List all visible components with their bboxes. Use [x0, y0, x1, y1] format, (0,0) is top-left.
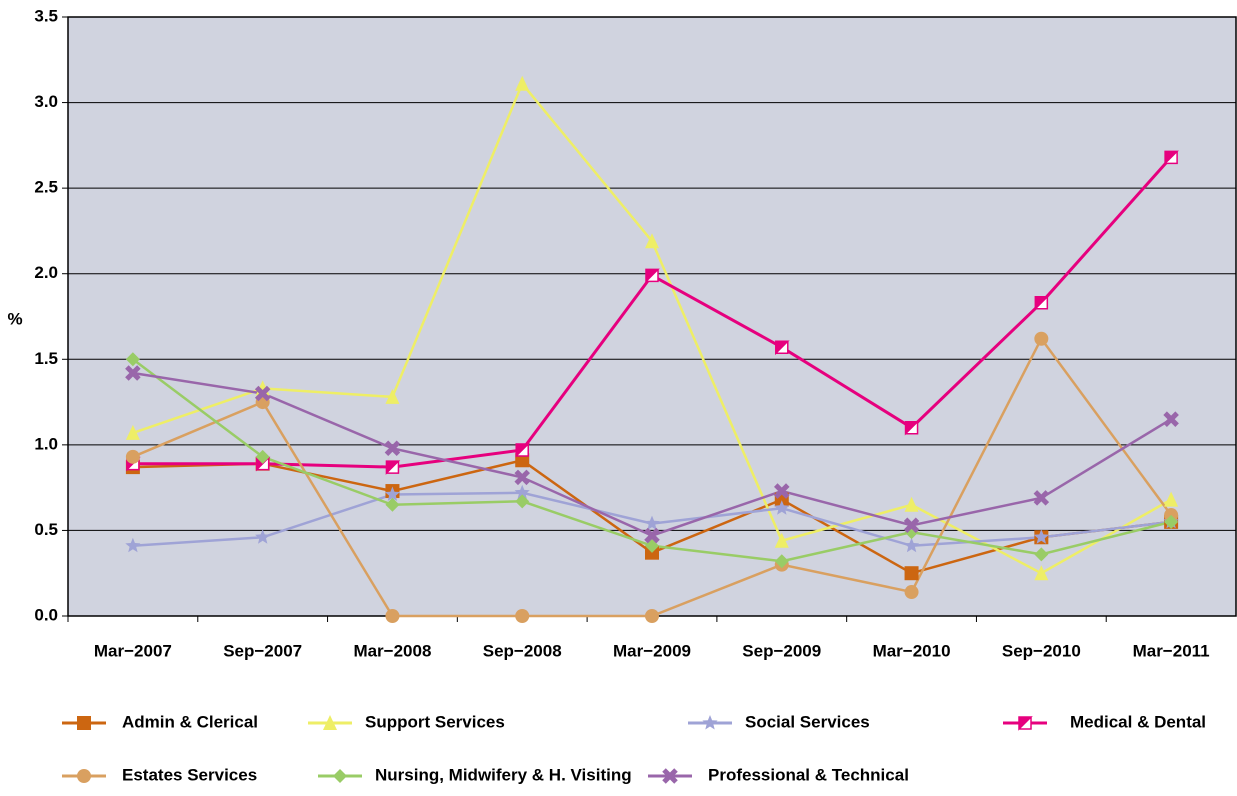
x-tick-label: Mar−2008	[353, 641, 431, 660]
data-point-fill	[516, 443, 529, 456]
data-point-fill	[386, 461, 399, 474]
legend-marker	[323, 715, 337, 730]
data-point	[644, 515, 660, 531]
data-point-fill	[1035, 296, 1048, 309]
data-point	[903, 517, 920, 534]
data-point	[774, 500, 790, 515]
y-tick-label: 2.5	[34, 178, 58, 197]
legend-label: Estates Services	[122, 765, 257, 784]
data-point	[125, 424, 140, 440]
x-tick-label: Mar−2011	[1133, 641, 1210, 660]
legend-marker	[77, 716, 91, 730]
legend-label: Support Services	[365, 712, 505, 731]
y-tick-label: 3.5	[34, 6, 58, 25]
data-point	[1034, 547, 1049, 562]
data-point	[255, 449, 270, 464]
data-point	[774, 532, 789, 548]
legend-marker	[333, 769, 347, 783]
data-point	[514, 484, 530, 500]
data-point	[515, 494, 530, 509]
x-tick-label: Sep−2008	[483, 641, 562, 660]
data-point	[515, 453, 530, 468]
data-point	[385, 609, 400, 623]
legend-marker	[77, 769, 91, 783]
data-point	[125, 537, 141, 553]
data-point	[904, 566, 919, 581]
y-tick-label: 1.5	[34, 349, 58, 368]
data-point	[255, 529, 271, 544]
data-point	[125, 449, 140, 464]
x-tick-label: Mar−2007	[94, 641, 172, 660]
data-point-fill	[1165, 151, 1178, 164]
legend-label: Nursing, Midwifery & H. Visiting	[375, 765, 632, 784]
legend-marker	[702, 715, 718, 730]
data-point	[644, 527, 660, 544]
data-point	[515, 609, 530, 623]
data-point	[1163, 411, 1179, 427]
x-tick-label: Mar−2010	[873, 641, 951, 660]
data-point	[125, 365, 141, 381]
legend-label: Social Services	[745, 712, 870, 731]
legend-marker-fill	[1019, 717, 1031, 729]
data-point	[125, 352, 140, 367]
data-point	[645, 233, 659, 249]
data-point	[1164, 491, 1179, 507]
x-tick-label: Sep−2009	[742, 641, 821, 660]
data-point	[385, 388, 400, 404]
data-point	[254, 385, 271, 402]
data-point	[774, 483, 790, 499]
y-tick-label: 0.5	[34, 520, 58, 539]
data-point	[904, 496, 919, 512]
y-tick-label: 3.0	[34, 92, 58, 111]
x-tick-label: Mar−2009	[613, 641, 691, 660]
data-point	[1164, 514, 1179, 529]
data-point	[645, 609, 659, 623]
y-tick-label: 0.0	[34, 605, 58, 624]
data-point	[384, 440, 401, 457]
legend-marker	[662, 768, 678, 784]
x-tick-label: Sep−2007	[223, 641, 302, 660]
data-point	[1033, 490, 1050, 506]
legend-label: Admin & Clerical	[122, 712, 258, 731]
legend-label: Medical & Dental	[1070, 712, 1206, 731]
legend-label: Professional & Technical	[708, 765, 909, 784]
data-point	[515, 75, 530, 91]
data-point	[1033, 529, 1049, 544]
x-tick-label: Sep−2010	[1002, 641, 1081, 660]
y-axis-label: %	[7, 309, 22, 328]
data-point	[1034, 331, 1049, 346]
y-tick-label: 2.0	[34, 263, 58, 282]
data-point	[385, 497, 400, 512]
y-tick-label: 1.0	[34, 434, 58, 453]
data-point	[514, 469, 530, 486]
data-point	[384, 486, 401, 501]
data-point-fill	[775, 341, 788, 354]
data-point	[1034, 565, 1049, 581]
data-point	[774, 554, 789, 569]
data-point	[903, 537, 920, 553]
data-point	[904, 585, 919, 600]
